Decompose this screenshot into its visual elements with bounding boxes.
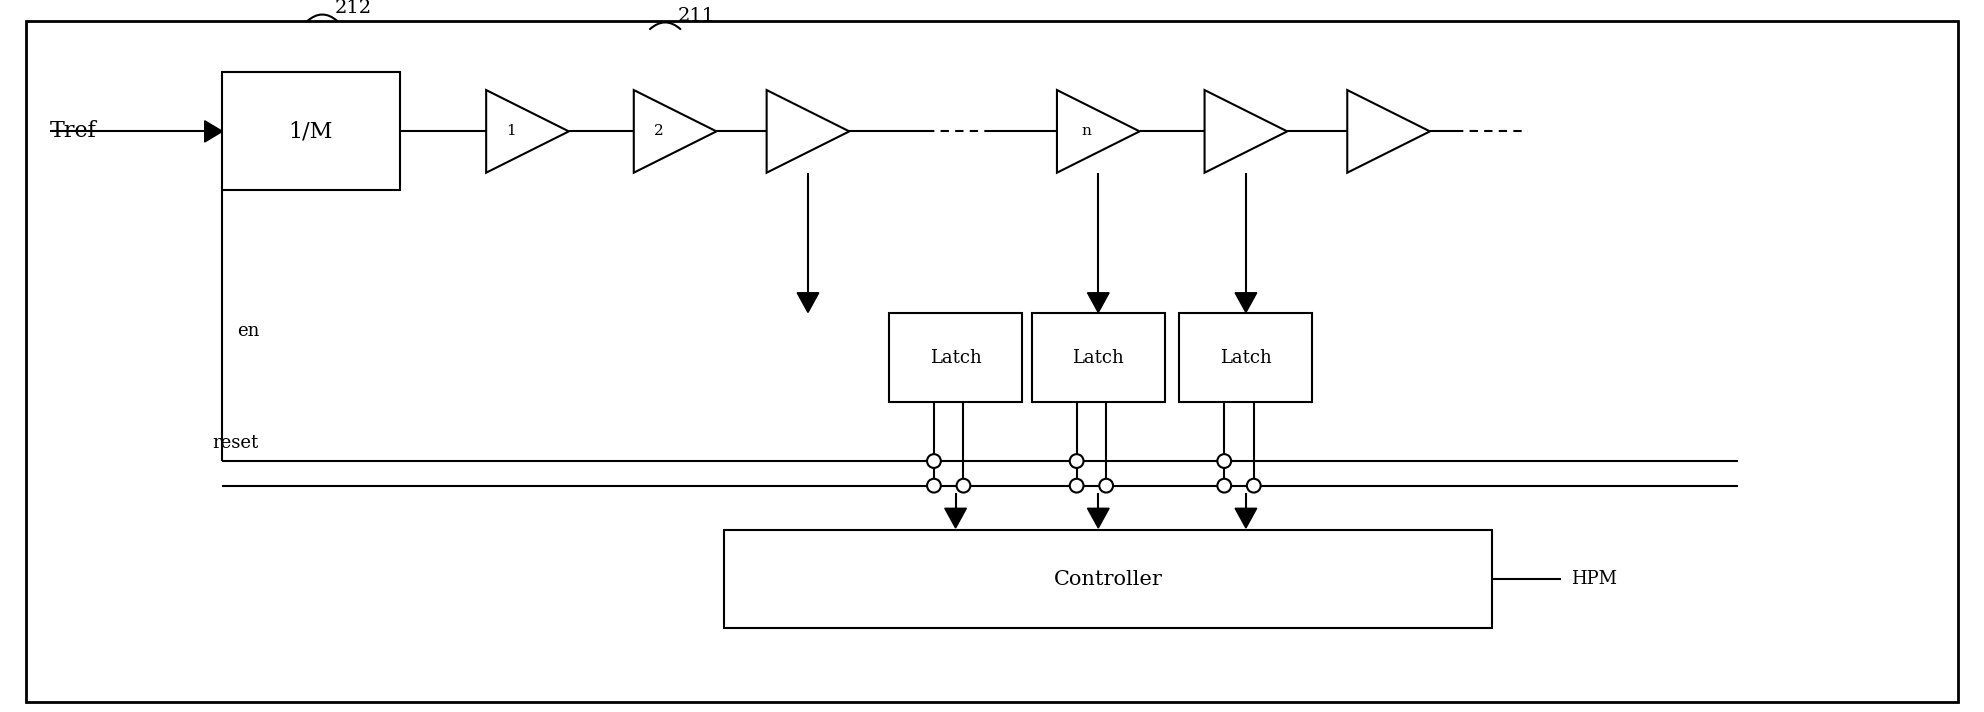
FancyBboxPatch shape: [222, 73, 399, 190]
Text: Latch: Latch: [930, 349, 982, 367]
Text: 212: 212: [335, 0, 371, 17]
Text: HPM: HPM: [1571, 570, 1617, 588]
Circle shape: [956, 478, 970, 493]
FancyBboxPatch shape: [889, 313, 1022, 402]
Polygon shape: [1087, 508, 1109, 528]
Circle shape: [1069, 478, 1083, 493]
Polygon shape: [1347, 90, 1430, 173]
Text: 2: 2: [653, 125, 663, 138]
FancyBboxPatch shape: [1178, 313, 1311, 402]
Text: 211: 211: [677, 7, 714, 25]
Text: Tref: Tref: [50, 120, 97, 142]
Text: Latch: Latch: [1073, 349, 1125, 367]
FancyBboxPatch shape: [1032, 313, 1165, 402]
Circle shape: [927, 454, 940, 468]
FancyBboxPatch shape: [724, 530, 1492, 629]
Circle shape: [1218, 454, 1232, 468]
Polygon shape: [766, 90, 849, 173]
Polygon shape: [1236, 293, 1256, 313]
Polygon shape: [1204, 90, 1288, 173]
Text: n: n: [1081, 125, 1091, 138]
Circle shape: [927, 478, 940, 493]
Polygon shape: [1057, 90, 1139, 173]
Polygon shape: [204, 121, 222, 142]
Polygon shape: [486, 90, 569, 173]
Circle shape: [1246, 478, 1260, 493]
Circle shape: [1218, 478, 1232, 493]
Polygon shape: [798, 293, 819, 313]
Polygon shape: [633, 90, 716, 173]
Text: 1/M: 1/M: [290, 120, 333, 142]
Text: 1: 1: [506, 125, 516, 138]
Text: en: en: [238, 322, 260, 340]
Text: Controller: Controller: [1054, 570, 1163, 589]
Polygon shape: [944, 508, 966, 528]
Polygon shape: [1087, 293, 1109, 313]
Text: reset: reset: [212, 434, 258, 452]
Circle shape: [1069, 454, 1083, 468]
Text: Latch: Latch: [1220, 349, 1272, 367]
Polygon shape: [1236, 508, 1256, 528]
Circle shape: [1099, 478, 1113, 493]
